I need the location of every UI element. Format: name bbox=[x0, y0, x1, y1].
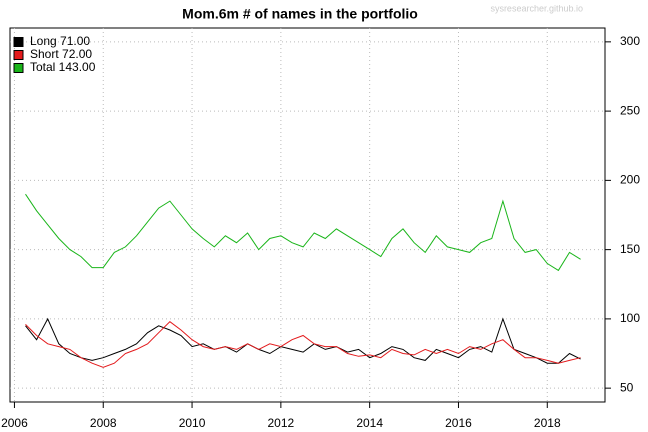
y-tick-label: 200 bbox=[620, 173, 640, 187]
legend-label: Total 143.00 bbox=[30, 60, 96, 74]
legend-swatch bbox=[13, 50, 24, 60]
x-tick-label: 2014 bbox=[356, 416, 383, 430]
series-line bbox=[25, 321, 581, 368]
y-tick-label: 150 bbox=[620, 242, 640, 256]
x-tick-label: 2018 bbox=[534, 416, 561, 430]
y-tick-label: 50 bbox=[620, 380, 634, 394]
x-tick-label: 2010 bbox=[179, 416, 206, 430]
x-tick-label: 2012 bbox=[268, 416, 295, 430]
watermark: sysresearcher.github.io bbox=[490, 3, 583, 13]
x-tick-label: 2006 bbox=[1, 416, 28, 430]
y-tick-label: 100 bbox=[620, 311, 640, 325]
series-line bbox=[25, 193, 581, 272]
y-tick-label: 300 bbox=[620, 34, 640, 48]
plot-frame bbox=[9, 27, 606, 403]
y-tick-label: 250 bbox=[620, 103, 640, 117]
series-line bbox=[25, 317, 581, 364]
x-tick-label: 2016 bbox=[445, 416, 472, 430]
chart-title: Mom.6m # of names in the portfolio bbox=[182, 6, 418, 22]
x-tick-label: 2008 bbox=[90, 416, 117, 430]
legend-label: Short 72.00 bbox=[30, 47, 92, 61]
legend-swatch bbox=[13, 37, 24, 47]
legend-swatch bbox=[13, 63, 24, 73]
legend-label: Long 71.00 bbox=[30, 34, 90, 48]
